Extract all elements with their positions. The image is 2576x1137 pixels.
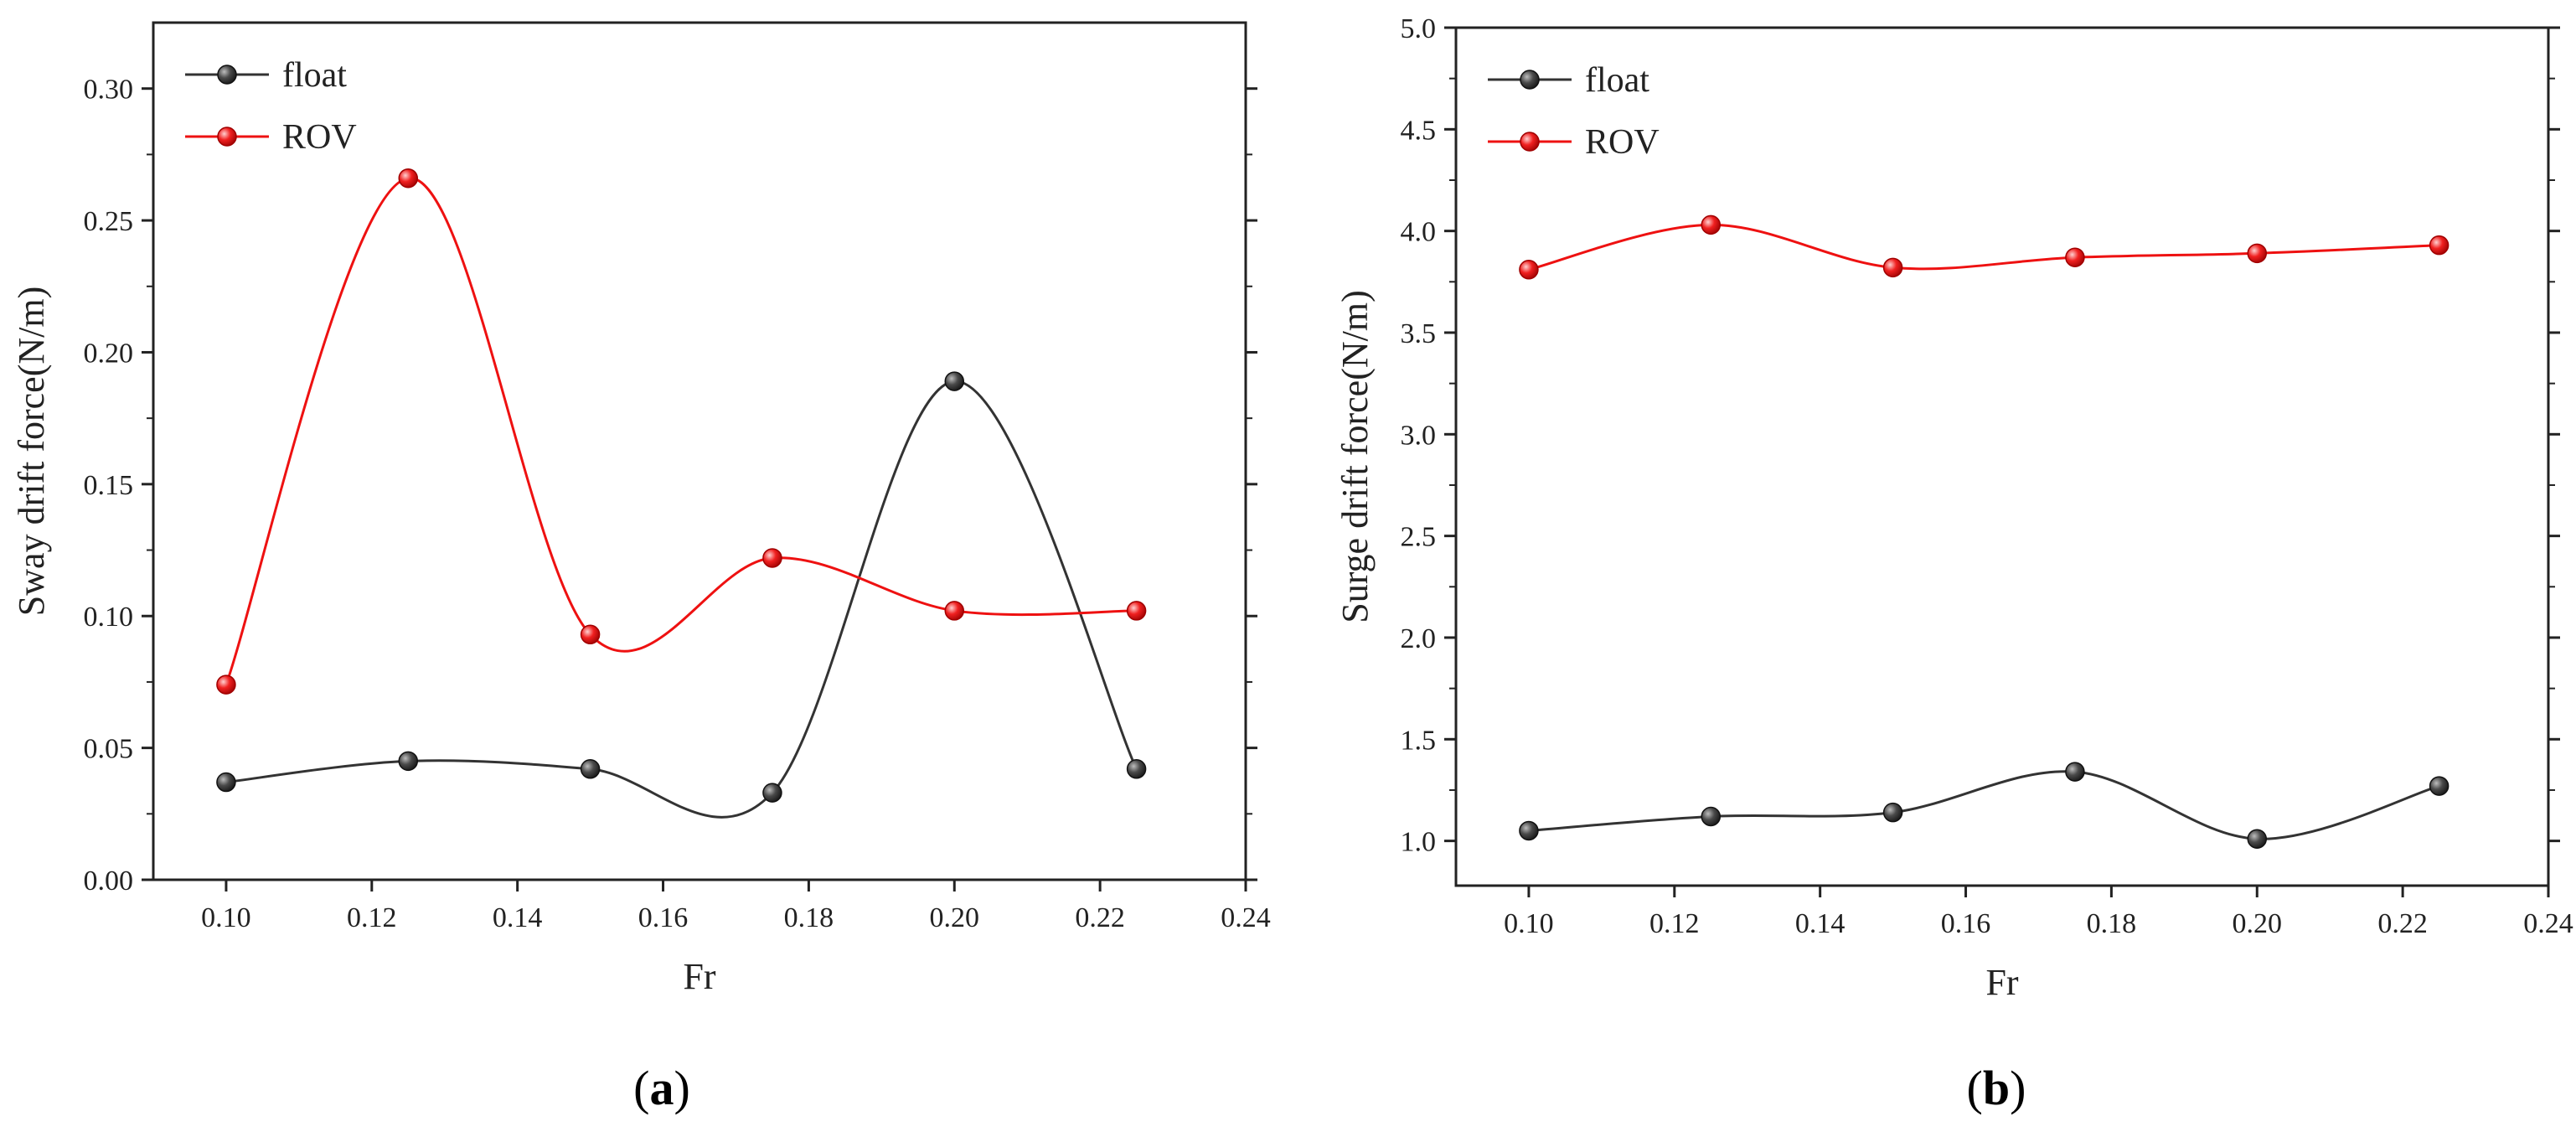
y-tick-label: 0.25 [84, 206, 134, 237]
data-point-ROV [2429, 235, 2450, 256]
chart-b: 0.10 0.12 0.14 0.16 0.18 0.20 0.22 0.24 1.0 1.5 2.… [1334, 13, 2573, 1115]
x-tick-label: 0.22 [2377, 908, 2428, 939]
y-tick-label: 4.5 [1401, 115, 1437, 146]
x-tick-label: 0.10 [201, 902, 251, 933]
x-tick-label: 0.18 [2087, 908, 2137, 939]
y-tick-label: 4.0 [1401, 217, 1437, 248]
chart-a: 0.10 0.12 0.14 0.16 0.18 0.20 0.22 0.24 0.00 0.05… [11, 21, 1271, 1115]
data-point-ROV [944, 601, 965, 621]
legend-marker-ROV [217, 127, 237, 147]
y-tick-label: 0.10 [84, 602, 134, 633]
data-point-float [398, 751, 419, 772]
panel-paren: ) [674, 1061, 690, 1115]
panel-letter: a [650, 1061, 674, 1115]
data-point-float [1701, 806, 1722, 827]
x-tick-label: 0.18 [784, 902, 834, 933]
data-point-ROV [1126, 601, 1147, 621]
legend-marker-ROV [1520, 132, 1540, 152]
data-point-float [944, 371, 965, 391]
legend-label-float: float [1585, 61, 1649, 100]
y-tick-label: 1.5 [1401, 725, 1437, 756]
legend-label-ROV: ROV [1585, 123, 1660, 162]
x-axis-label: Fr [683, 956, 715, 997]
x-tick-label: 0.16 [1941, 908, 1991, 939]
x-tick-label: 0.16 [638, 902, 689, 933]
data-point-float [1519, 820, 1539, 841]
data-point-ROV [2065, 247, 2085, 267]
data-point-ROV [1519, 260, 1539, 280]
panel-paren: ) [2010, 1061, 2026, 1115]
series-line-ROV [1528, 223, 2439, 271]
data-point-float [2429, 776, 2450, 796]
panel-label: (a) [633, 1061, 690, 1115]
data-point-ROV [762, 548, 782, 568]
panel-paren: ( [1967, 1061, 1983, 1115]
y-tick-label: 0.20 [84, 338, 134, 369]
data-point-ROV [580, 624, 601, 645]
panel-label: (b) [1967, 1061, 2026, 1115]
x-tick-label: 0.14 [493, 902, 543, 933]
legend-label-ROV: ROV [282, 118, 357, 157]
x-tick-label: 0.12 [1649, 908, 1700, 939]
y-axis-label: Surge drift force(N/m) [1334, 290, 1376, 623]
data-point-float [1126, 759, 1147, 779]
data-point-ROV [1701, 214, 1722, 235]
y-tick-label: 1.0 [1401, 827, 1437, 858]
x-tick-label: 0.20 [2233, 908, 2283, 939]
plot-frame [152, 21, 1247, 881]
y-tick-label: 0.30 [84, 75, 134, 106]
plot-frame [1454, 26, 2550, 887]
x-tick-label: 0.14 [1795, 908, 1846, 939]
series-line-ROV [225, 177, 1137, 685]
data-point-ROV [1882, 257, 1903, 278]
y-tick-label: 2.5 [1401, 522, 1437, 553]
data-point-ROV [2247, 243, 2268, 264]
data-point-ROV [398, 168, 419, 189]
data-point-float [580, 759, 601, 779]
data-point-float [216, 772, 236, 793]
y-tick-label: 0.00 [84, 866, 134, 897]
series-line-float [225, 380, 1138, 819]
y-tick-label: 0.05 [84, 734, 134, 765]
data-point-float [2065, 762, 2085, 782]
panel-paren: ( [633, 1061, 649, 1115]
x-tick-label: 0.24 [1221, 902, 1271, 933]
y-tick-label: 3.0 [1401, 420, 1437, 451]
y-tick-label: 3.5 [1401, 318, 1437, 349]
data-point-float [2247, 829, 2268, 849]
panel-letter: b [1983, 1061, 2010, 1115]
x-tick-label: 0.22 [1075, 902, 1125, 933]
data-point-float [1882, 802, 1903, 823]
y-axis-label: Sway drift force(N/m) [11, 287, 52, 616]
x-tick-label: 0.20 [930, 902, 980, 933]
x-axis-label: Fr [1985, 962, 2018, 1003]
x-tick-label: 0.10 [1504, 908, 1554, 939]
legend-marker-float [217, 65, 237, 85]
y-tick-label: 0.15 [84, 470, 134, 501]
x-tick-label: 0.12 [347, 902, 397, 933]
legend-marker-float [1520, 70, 1540, 90]
legend-label-float: float [282, 56, 347, 95]
data-point-float [762, 783, 782, 803]
data-point-ROV [216, 674, 236, 695]
y-tick-label: 2.0 [1401, 623, 1437, 654]
x-tick-label: 0.24 [2523, 908, 2573, 939]
series-line-float [1528, 770, 2440, 840]
y-tick-label: 5.0 [1401, 13, 1437, 44]
